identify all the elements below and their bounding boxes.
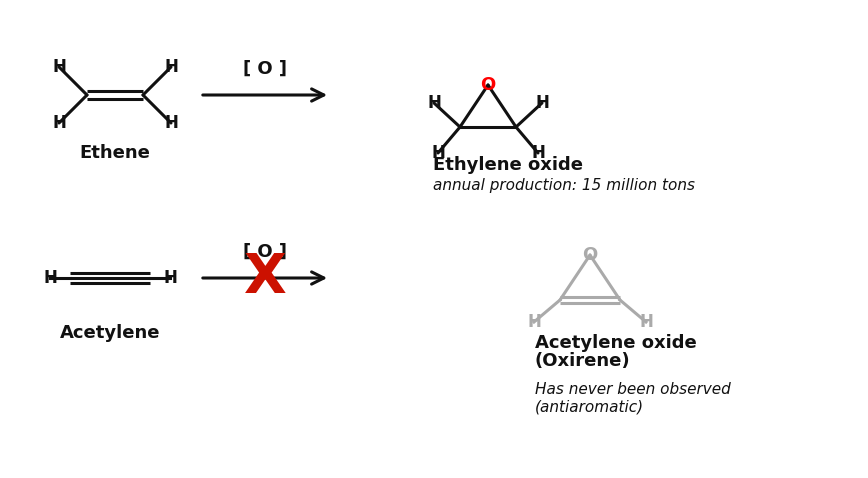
Text: H: H	[164, 114, 178, 132]
Text: [ O ]: [ O ]	[243, 60, 287, 78]
Text: H: H	[531, 144, 545, 162]
Text: H: H	[163, 269, 177, 287]
Text: H: H	[52, 58, 66, 76]
Text: H: H	[164, 58, 178, 76]
Text: Ethene: Ethene	[80, 144, 150, 162]
Text: H: H	[52, 114, 66, 132]
Text: X: X	[244, 251, 286, 305]
Text: (Oxirene): (Oxirene)	[535, 352, 631, 370]
Text: Acetylene oxide: Acetylene oxide	[535, 334, 697, 352]
Text: O: O	[480, 76, 496, 94]
Text: H: H	[43, 269, 57, 287]
Text: H: H	[427, 94, 441, 112]
Text: (antiaromatic): (antiaromatic)	[535, 400, 644, 414]
Text: H: H	[431, 144, 445, 162]
Text: annual production: 15 million tons: annual production: 15 million tons	[433, 177, 695, 193]
Text: H: H	[527, 313, 541, 331]
Text: Has never been observed: Has never been observed	[535, 382, 731, 398]
Text: Acetylene: Acetylene	[60, 324, 161, 342]
Text: Ethylene oxide: Ethylene oxide	[433, 156, 583, 174]
Text: [ O ]: [ O ]	[243, 243, 287, 261]
Text: O: O	[582, 246, 598, 264]
Text: H: H	[639, 313, 653, 331]
Text: H: H	[535, 94, 549, 112]
